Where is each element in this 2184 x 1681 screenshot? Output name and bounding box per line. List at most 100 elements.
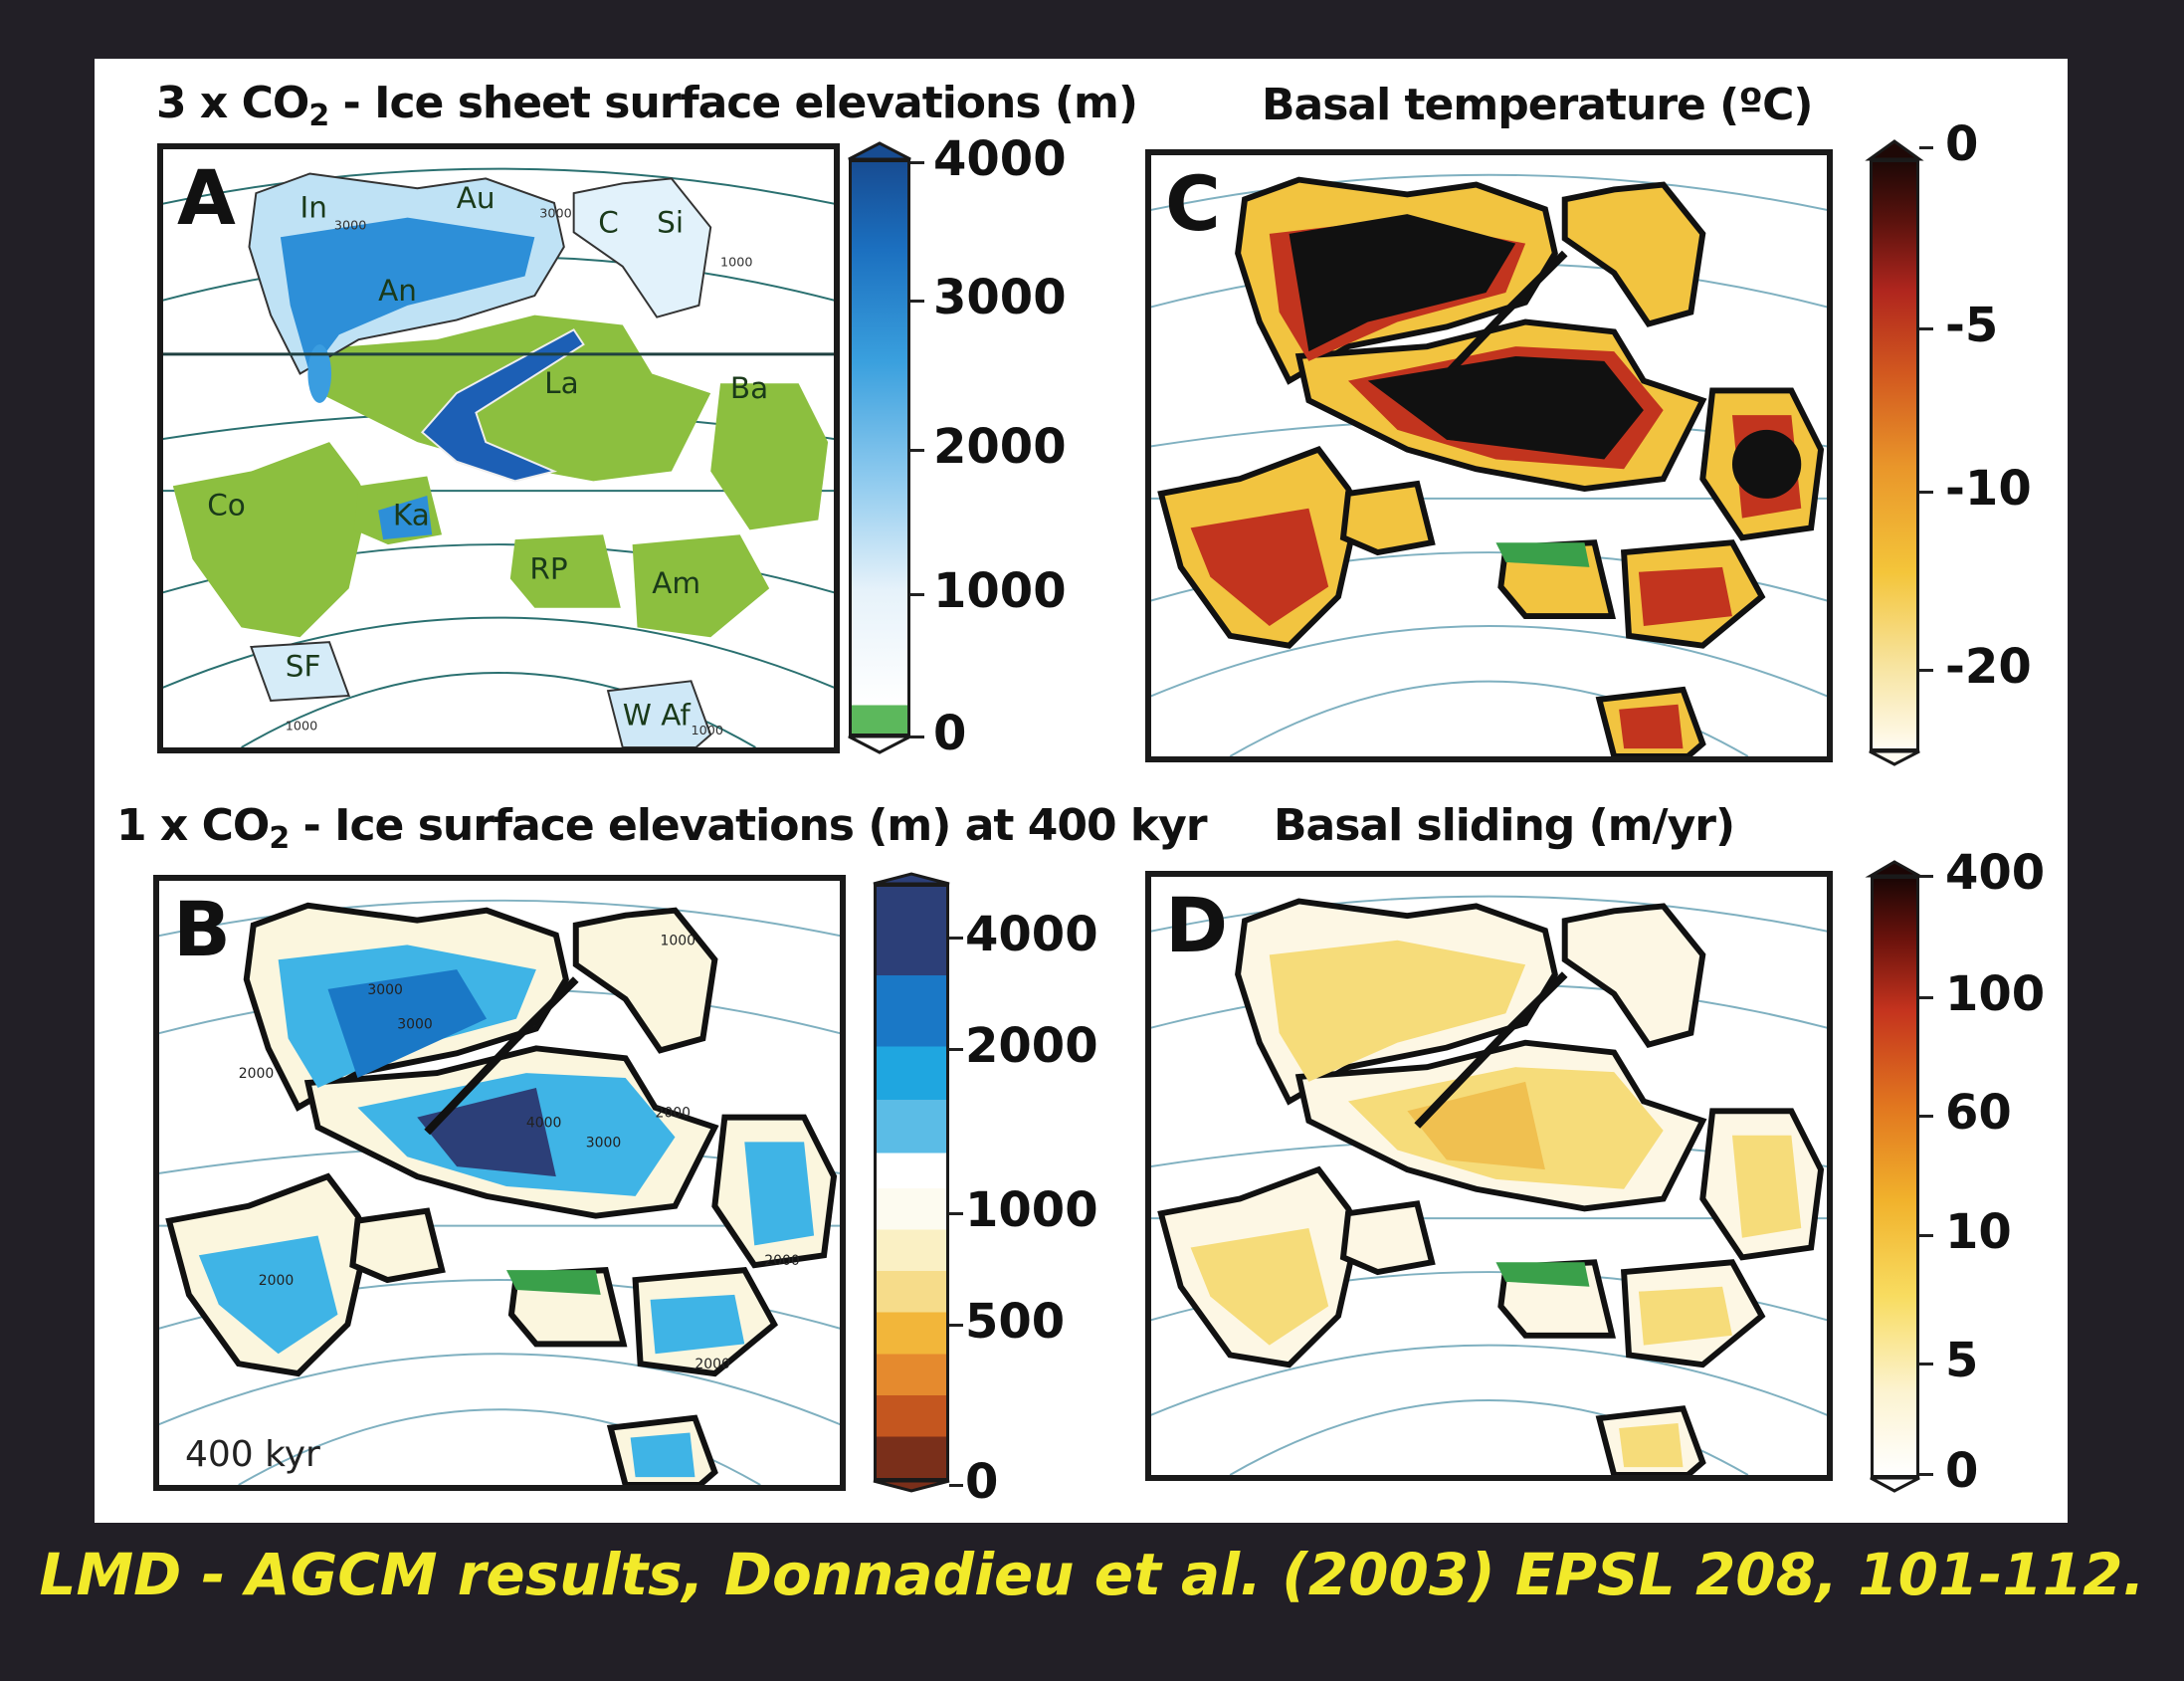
colorbar-tick-label: 0 [1945, 1443, 1979, 1499]
title-panel-d: Basal sliding (m/yr) [1274, 800, 1735, 851]
continent-shape [1561, 181, 1706, 327]
latitude-line [1151, 173, 1827, 211]
title-text: 1 x CO [116, 800, 270, 851]
continent-shape [1339, 480, 1436, 556]
continent-shape [309, 315, 711, 482]
region-label: An [378, 274, 417, 308]
ice-interior [1731, 429, 1802, 499]
continent-shape [349, 1207, 446, 1284]
ice-interior [1638, 1286, 1732, 1346]
colorbar-tick-mark [1919, 1234, 1933, 1237]
colorbar-tick-mark [1919, 491, 1933, 494]
title-text: 3 x CO [156, 78, 309, 128]
colorbar-tick-mark [1919, 996, 1933, 999]
panel-letter: C [1165, 159, 1221, 248]
rift-line [424, 976, 579, 1136]
continent-shape [172, 442, 369, 638]
continent-shape [632, 534, 770, 638]
panel-letter: A [177, 153, 236, 242]
ice-interior [1367, 355, 1644, 460]
colorbar-basal-sliding [1871, 876, 1919, 1478]
colorbar-elevation-b [874, 884, 949, 1481]
contour-label: 2000 [239, 1066, 275, 1082]
contour-label: 1000 [692, 724, 723, 738]
colorbar-tick-label: -5 [1945, 298, 1999, 353]
latitude-line [1151, 1344, 1827, 1416]
colorbar-tick-label: 10 [1945, 1204, 2012, 1260]
colorbar-tick-mark [1919, 146, 1933, 149]
region-label: W Af [623, 698, 692, 732]
land-strip [505, 1270, 601, 1295]
map-panel-a: In Au C Si An La Ba Ka Co RP Am SF W Af 3000 3000 1000 1… [157, 143, 840, 753]
ice-interior [1619, 704, 1684, 749]
ice-sheet [307, 344, 331, 403]
colorbar-tick-mark [949, 1324, 963, 1327]
region-label: C [598, 205, 619, 239]
latitude-line [159, 899, 840, 938]
latitude-line [1151, 895, 1827, 933]
colorbar-tick-label: 100 [1945, 966, 2046, 1022]
title-panel-b: 1 x CO2 - Ice surface elevations (m) at … [116, 800, 1208, 856]
region-label: Au [457, 181, 496, 215]
colorbar-tick-mark [949, 1212, 963, 1215]
colorbar-tick-label: 3000 [933, 270, 1067, 325]
rift-line [1414, 971, 1568, 1129]
map-b-svg: 3000 3000 2000 4000 3000 2000 2000 2000 2000 1000 [159, 899, 840, 1485]
latitude-line [163, 616, 834, 689]
colorbar-tick-mark [1919, 1473, 1933, 1476]
continent-shape [606, 680, 712, 747]
colorbar-tick-mark [1919, 327, 1933, 330]
continent-shape [509, 534, 621, 608]
contour-label: 3000 [367, 982, 403, 998]
colorbar-tick-mark [910, 735, 924, 738]
colorbar-tick-mark [1919, 1115, 1933, 1118]
region-label: RP [529, 551, 567, 585]
region-label: Am [652, 566, 700, 600]
continent-shape [572, 907, 718, 1054]
latitude-line [1151, 624, 1827, 698]
contour-label: 1000 [286, 719, 317, 734]
colorbar-tick-mark [949, 1484, 963, 1487]
ice-interior [650, 1294, 745, 1355]
continent-shape [1561, 903, 1706, 1049]
ice-interior [1731, 1135, 1802, 1238]
triangle-up-icon [848, 141, 911, 161]
colorbar-tick-label: -20 [1945, 639, 2032, 695]
contour-label: 2000 [764, 1253, 800, 1269]
triangle-down-icon [848, 735, 911, 754]
time-label: 400 kyr [185, 1434, 320, 1475]
colorbar-tick-label: 400 [1945, 845, 2046, 901]
contour-label: 3000 [586, 1135, 622, 1151]
colorbar-tick-label: 5 [1945, 1333, 1979, 1388]
triangle-up-icon [873, 872, 950, 886]
region-label: SF [286, 649, 321, 683]
colorbar-tick-label: 0 [933, 706, 967, 761]
ice-interior [744, 1142, 815, 1246]
region-label: La [544, 366, 578, 400]
contour-label: 2000 [259, 1273, 295, 1289]
continent-shape [572, 177, 712, 318]
continent-shape [250, 641, 351, 702]
ice-interior [1638, 566, 1732, 626]
map-panel-b: 3000 3000 2000 4000 3000 2000 2000 2000 2000 1000… [153, 875, 846, 1491]
colorbar-tick-label: 1000 [965, 1182, 1098, 1238]
map-a-svg: In Au C Si An La Ba Ka Co RP Am SF W Af 3000 3000 1000 1… [163, 167, 834, 747]
colorbar-basal-temperature [1870, 159, 1919, 751]
triangle-down-icon [1870, 1476, 1920, 1493]
triangle-up-icon [1865, 860, 1925, 878]
title-subscript: 2 [308, 99, 329, 133]
contour-label: 3000 [397, 1017, 433, 1033]
map-panel-d: D [1145, 871, 1833, 1481]
ice-interior [630, 1432, 695, 1478]
colorbar-tick-mark [910, 593, 924, 596]
colorbar-tick-mark [1919, 669, 1933, 672]
ice-interior [1289, 214, 1516, 352]
colorbar-tick-label: 4000 [933, 131, 1067, 187]
ice-sheet [280, 217, 535, 374]
panel-letter: B [173, 885, 231, 973]
colorbar-tick-label: 2000 [965, 1018, 1098, 1074]
contour-label: 2000 [695, 1357, 730, 1372]
colorbar-tick-mark [910, 300, 924, 303]
land-strip [1495, 1262, 1590, 1287]
ice-interior [327, 969, 488, 1079]
